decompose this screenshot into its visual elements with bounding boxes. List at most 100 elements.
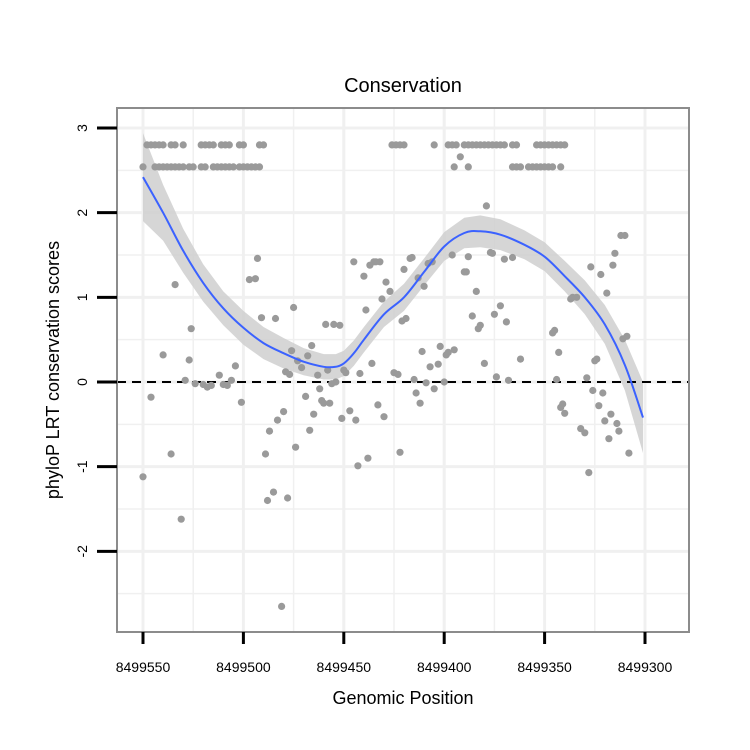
data-point [378,295,386,303]
data-point [231,362,239,370]
data-point [561,409,569,417]
data-point [464,253,472,261]
data-point [338,414,346,422]
y-tick-label: 2 [74,209,90,217]
data-point [209,141,217,149]
data-point [215,371,223,379]
data-point [326,399,334,407]
data-point [304,352,312,360]
x-tick-label: 8499450 [317,659,372,675]
data-point [320,399,328,407]
data-point [420,282,428,290]
data-point [350,258,358,266]
data-point [502,318,510,326]
y-axis-label: phyloP LRT conservation scores [43,241,63,499]
data-point [310,410,318,418]
data-point [492,373,500,381]
data-point [422,379,430,387]
data-point [613,419,621,428]
x-tick-label: 8499400 [417,659,472,675]
data-point [286,370,294,378]
data-point [450,346,458,354]
data-point [621,231,629,240]
data-point [284,494,292,502]
data-point [330,320,338,328]
data-point [322,320,330,328]
data-point [488,249,496,257]
data-point [306,426,314,434]
data-point [147,393,155,401]
data-point [418,347,426,356]
data-point [171,281,179,289]
data-point [440,378,448,386]
data-point [490,310,498,318]
data-point [587,263,595,271]
data-point [263,496,272,505]
data-point [302,392,310,400]
data-point [251,275,259,283]
data-point [225,141,233,149]
data-point [595,402,603,410]
y-tick-label: -1 [74,460,90,473]
data-point [374,401,382,409]
data-point [159,351,167,359]
y-tick-label: 1 [74,293,90,301]
data-point [290,303,298,312]
data-point [167,450,175,458]
data-point [380,413,388,421]
data-point [557,163,565,171]
data-point [410,375,418,384]
data-point [559,400,567,408]
data-point [278,602,286,611]
data-point [452,141,460,149]
data-point [269,488,278,496]
data-point [280,408,288,416]
data-point [223,381,231,389]
data-point [346,407,354,415]
data-point [181,376,189,384]
data-point [412,389,420,397]
data-point [308,342,316,350]
data-point [342,369,350,377]
data-point [386,287,394,295]
plot-frame [116,107,690,633]
data-point [187,325,195,333]
data-point [504,376,513,384]
data-point [265,427,274,435]
data-point [508,253,517,262]
data-point [623,332,631,340]
y-tick-label: 0 [74,378,90,386]
chart-title: Conservation [344,75,462,97]
smooth-line-layer [142,176,644,418]
data-point [368,359,376,367]
data-point [245,276,253,284]
data-point [316,385,324,393]
x-axis-label: Genomic Position [332,688,473,708]
data-point [555,348,563,356]
data-point [583,374,591,382]
data-point [189,163,197,171]
data-point [314,371,322,379]
data-point [273,416,282,424]
data-point [599,389,607,397]
data-point [261,450,270,458]
data-point [456,153,464,161]
data-point [500,255,508,263]
data-point [396,448,404,456]
data-point [516,163,525,171]
data-point [336,321,344,329]
data-point [607,410,615,418]
data-point [549,163,557,171]
axis-ticks: 8499550 8499500 8499450 8499400 8499350 84993… [74,124,672,675]
grid-lines [117,108,689,632]
data-point [159,141,167,149]
data-point [605,435,613,443]
data-point [611,249,619,257]
data-point [298,364,306,372]
data-point [426,363,434,371]
data-point [573,293,581,301]
data-point [185,356,193,364]
data-point [255,163,264,171]
data-point [448,251,456,259]
